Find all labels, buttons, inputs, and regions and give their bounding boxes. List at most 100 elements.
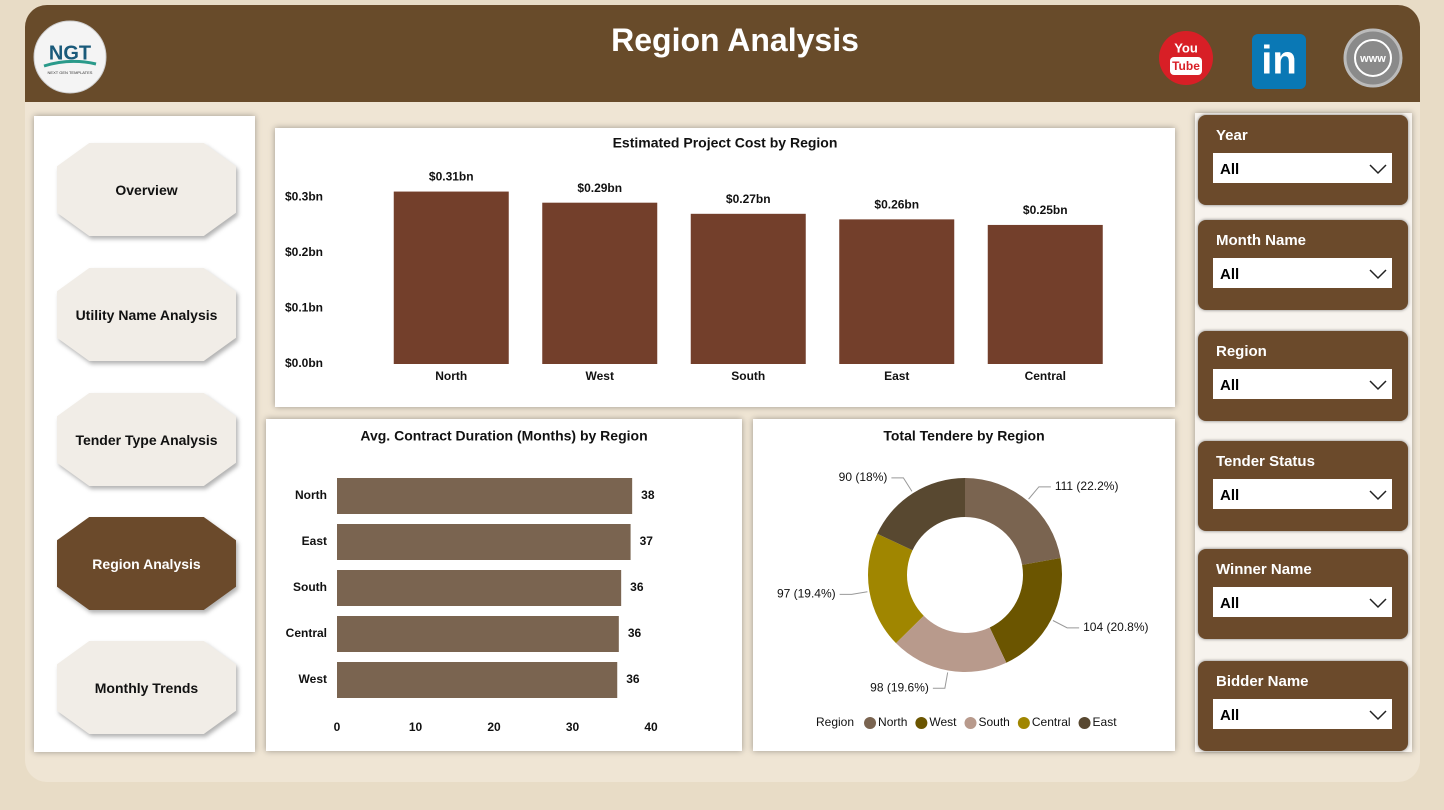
nav-button-wrap[interactable]: Tender Type Analysis [57,393,236,486]
filter-label: Year [1216,127,1248,144]
data-label: 111 (22.2%) [1055,479,1119,493]
nav-button[interactable]: Utility Name Analysis [57,268,236,361]
chevron[interactable] [1369,269,1387,280]
chart-title: Avg. Contract Duration (Months) by Regio… [360,428,647,444]
leader-line [1052,620,1080,629]
y-tick-label: $0.1bn [285,301,323,315]
data-label: $0.31bn [429,170,474,184]
y-tick-label: Central [286,626,327,640]
filter-dropdown[interactable]: All [1213,699,1392,729]
donut-slice [989,558,1062,663]
youtube-text[interactable]: You [1174,40,1198,55]
filter-dropdown[interactable]: All [1213,479,1392,509]
website-icon[interactable] [1343,28,1403,88]
youtube-link[interactable]: You Tube [1159,31,1213,85]
dropdown-chevron[interactable] [1368,379,1388,391]
dropdown-chevron[interactable] [1368,268,1388,280]
x-tick-label: 0 [334,720,341,734]
nav-button[interactable]: Overview [57,143,236,236]
legend-marker [1017,717,1030,729]
filter-dropdown[interactable]: All [1213,369,1392,399]
filter-card: Winner Name All [1198,549,1408,639]
dropdown-chevron[interactable] [1368,489,1388,501]
donut-slice [868,533,924,644]
legend-title: Region [816,715,854,729]
leader-line [1028,486,1051,500]
filter-dropdown[interactable]: All [1213,153,1392,183]
y-tick-label: South [293,580,327,594]
data-label: 90 (18%) [839,470,888,484]
x-tick-label: 10 [409,720,423,734]
nav-button-wrap[interactable]: Monthly Trends [57,641,236,734]
filter-dropdown[interactable]: All [1213,587,1392,617]
data-label: 38 [641,488,655,502]
legend-label: North [878,715,907,729]
filter-dropdown[interactable]: All [1213,258,1392,288]
bar [690,213,806,364]
logo-tagline: NEXT GEN TEMPLATES [48,70,93,75]
linkedin-icon[interactable] [1252,34,1306,89]
filter-label: Winner Name [1216,561,1312,578]
chart-title: Estimated Project Cost by Region [613,135,838,151]
website-text[interactable]: www [1359,53,1386,65]
nav-button[interactable]: Monthly Trends [57,641,236,734]
chevron[interactable] [1369,598,1387,609]
dropdown-chevron[interactable] [1368,163,1388,175]
nav-button-wrap[interactable]: Utility Name Analysis [57,268,236,361]
filter-label: Tender Status [1216,453,1315,470]
bar [337,616,619,652]
chart: Estimated Project Cost by Region $0.0bn $0… [285,135,1103,383]
donut-slice [877,478,965,551]
chevron[interactable] [1369,164,1387,175]
chevron[interactable] [1369,710,1387,721]
data-label: 97 (19.4%) [777,587,836,601]
nav-button[interactable]: Tender Type Analysis [57,393,236,486]
x-tick-label: Central [1025,369,1066,383]
nav-button[interactable]: Region Analysis [57,517,236,610]
data-label: 37 [640,534,654,548]
data-label: 36 [630,580,644,594]
chart: Avg. Contract Duration (Months) by Regio… [286,428,658,734]
nav-button-wrap[interactable]: Overview [57,143,236,236]
logo-swoosh [43,59,97,68]
legend-marker [964,717,977,729]
chevron[interactable] [1369,380,1387,391]
filter-card: Tender Status All [1198,441,1408,531]
x-tick-label: North [435,369,467,383]
globe[interactable] [1354,39,1392,77]
bar [839,219,955,364]
youtube-tube-bg[interactable] [1170,57,1202,75]
logo [33,20,107,94]
x-tick-label: East [884,369,909,383]
donut-slice [965,478,1061,565]
data-label: $0.27bn [726,192,771,206]
bar [393,191,509,364]
legend-label: East [1093,715,1118,729]
filter-label: Month Name [1216,232,1306,249]
dropdown-chevron[interactable] [1368,709,1388,721]
bar [337,524,631,560]
linkedin-link[interactable]: in [1252,34,1306,89]
youtube-text[interactable]: Tube [1172,59,1200,73]
x-tick-label: 40 [644,720,658,734]
nav-button-wrap[interactable]: Region Analysis [57,517,236,610]
x-tick-label: South [731,369,765,383]
linkedin-text[interactable]: in [1261,39,1297,83]
data-label: 36 [626,672,640,686]
page-title: Region Analysis [611,22,859,58]
legend-marker [864,717,877,729]
dropdown-chevron[interactable] [1368,597,1388,609]
header-icons: NGT NEXT GEN TEMPLATES You Tube in www [33,20,1403,94]
filter-card: Region All [1198,331,1408,421]
leader-line [891,477,913,492]
legend-marker [915,717,928,729]
legend-label: West [929,715,957,729]
chart-title: Total Tendere by Region [883,428,1044,444]
website-link[interactable]: www [1343,28,1403,88]
donut-slice [895,615,1007,672]
logo-text: NGT [49,42,91,64]
chevron[interactable] [1369,490,1387,501]
bar [337,662,618,698]
leader-line [932,672,949,689]
legend-label: Central [1032,715,1071,729]
